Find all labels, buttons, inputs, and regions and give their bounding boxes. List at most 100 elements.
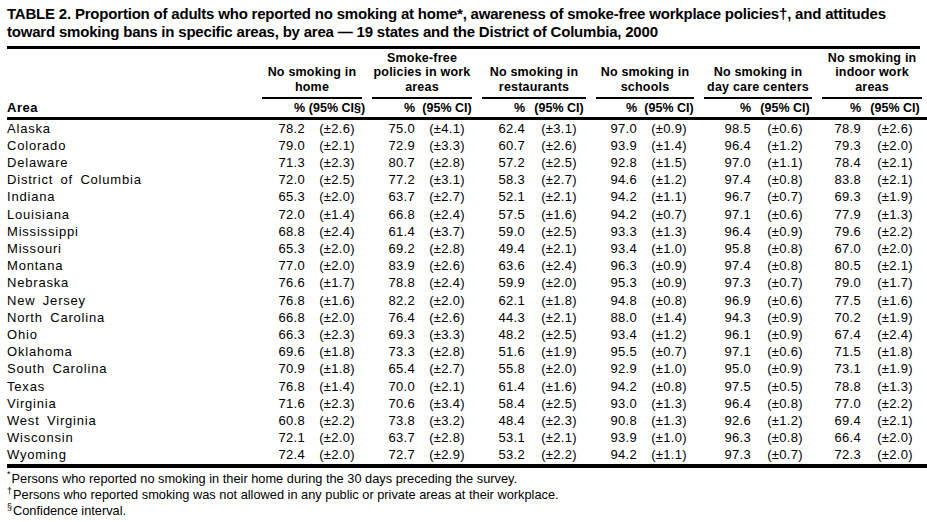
percent-cell: 72.0 <box>257 206 307 223</box>
group-header-no-smoking-schools: No smoking in schools <box>591 51 699 99</box>
ci-cell: (±2.1) <box>863 154 927 171</box>
percent-cell: 92.9 <box>591 360 639 377</box>
percent-cell: 97.4 <box>699 257 753 274</box>
ci-cell: (±0.6) <box>753 292 817 309</box>
percent-cell: 96.3 <box>591 257 639 274</box>
ci-cell: (±1.2) <box>753 137 817 154</box>
table-row: Wisconsin72.1(±2.0)63.7(±2.8)53.1(±2.1)9… <box>7 429 927 446</box>
percent-cell: 73.8 <box>367 412 417 429</box>
percent-cell: 78.9 <box>817 118 863 137</box>
table-row: Wyoming72.4(±2.0)72.7(±2.9)53.2(±2.2)94.… <box>7 446 927 465</box>
ci-cell: (±2.3) <box>307 395 367 412</box>
percent-cell: 60.7 <box>477 137 527 154</box>
ci-cell: (±0.9) <box>753 309 817 326</box>
ci-cell: (±2.3) <box>307 326 367 343</box>
ci-cell: (±2.0) <box>863 446 927 465</box>
percent-cell: 66.8 <box>257 309 307 326</box>
percent-cell: 67.0 <box>817 240 863 257</box>
footnotes: *Persons who reported no smoking in thei… <box>7 471 920 520</box>
area-cell: Ohio <box>7 326 257 343</box>
percent-cell: 80.5 <box>817 257 863 274</box>
percent-cell: 97.1 <box>699 206 753 223</box>
area-cell: Oklahoma <box>7 343 257 360</box>
percent-cell: 88.0 <box>591 309 639 326</box>
pct-header: % <box>257 99 307 118</box>
table-row: Louisiana72.0(±1.4)66.8(±2.4)57.5(±1.6)9… <box>7 206 927 223</box>
area-cell: Alaska <box>7 118 257 137</box>
area-header-spacer <box>7 51 257 99</box>
ci-cell: (±1.2) <box>753 412 817 429</box>
ci-header: (95% CI) <box>753 99 817 118</box>
percent-cell: 77.0 <box>817 395 863 412</box>
percent-cell: 97.1 <box>699 343 753 360</box>
pct-header: % <box>699 99 753 118</box>
ci-cell: (±2.7) <box>417 188 477 205</box>
table-row: Mississippi68.8(±2.4)61.4(±3.7)59.0(±2.5… <box>7 223 927 240</box>
percent-cell: 63.7 <box>367 429 417 446</box>
ci-cell: (±3.3) <box>417 137 477 154</box>
percent-cell: 97.3 <box>699 274 753 291</box>
ci-cell: (±1.4) <box>639 137 699 154</box>
ci-cell: (±3.1) <box>527 118 591 137</box>
statistics-table: No smoking in home Smoke-free policies i… <box>7 51 927 468</box>
ci-cell: (±2.0) <box>307 188 367 205</box>
percent-cell: 61.4 <box>477 378 527 395</box>
percent-cell: 78.8 <box>367 274 417 291</box>
ci-cell: (±2.6) <box>307 118 367 137</box>
percent-cell: 92.6 <box>699 412 753 429</box>
ci-cell: (±2.1) <box>863 171 927 188</box>
table-row: Virginia71.6(±2.3)70.6(±3.4)58.4(±2.5)93… <box>7 395 927 412</box>
percent-cell: 96.4 <box>699 223 753 240</box>
table-row: Missouri65.3(±2.0)69.2(±2.8)49.4(±2.1)93… <box>7 240 927 257</box>
area-cell: Delaware <box>7 154 257 171</box>
percent-cell: 93.9 <box>591 429 639 446</box>
ci-header: (95% CI) <box>863 99 927 118</box>
percent-cell: 71.5 <box>817 343 863 360</box>
ci-cell: (±0.9) <box>639 274 699 291</box>
ci-cell: (±2.4) <box>307 223 367 240</box>
ci-cell: (±2.5) <box>527 223 591 240</box>
table-row: Nebraska76.6(±1.7)78.8(±2.4)59.9(±2.0)95… <box>7 274 927 291</box>
ci-cell: (±1.9) <box>863 360 927 377</box>
percent-cell: 59.0 <box>477 223 527 240</box>
percent-cell: 95.8 <box>699 240 753 257</box>
ci-cell: (±2.0) <box>307 257 367 274</box>
percent-cell: 95.5 <box>591 343 639 360</box>
ci-cell: (±2.5) <box>527 326 591 343</box>
table-row: New Jersey76.8(±1.6)82.2(±2.0)62.1(±1.8)… <box>7 292 927 309</box>
area-cell: North Carolina <box>7 309 257 326</box>
ci-cell: (±2.5) <box>307 171 367 188</box>
ci-cell: (±1.3) <box>863 206 927 223</box>
table-title: TABLE 2. Proportion of adults who report… <box>7 5 920 42</box>
ci-cell: (±1.7) <box>307 274 367 291</box>
table-row: Alaska78.2(±2.6)75.0(±4.1)62.4(±3.1)97.0… <box>7 118 927 137</box>
footnote-ci: §Confidence interval. <box>7 503 920 519</box>
percent-cell: 72.3 <box>817 446 863 465</box>
pct-header: % <box>817 99 863 118</box>
percent-cell: 95.3 <box>591 274 639 291</box>
ci-cell: (±0.6) <box>753 118 817 137</box>
ci-cell: (±1.8) <box>863 343 927 360</box>
group-header-no-smoking-home: No smoking in home <box>257 51 367 99</box>
ci-cell: (±1.5) <box>639 154 699 171</box>
ci-cell: (±2.4) <box>417 206 477 223</box>
table-row: Texas76.8(±1.4)70.0(±2.1)61.4(±1.6)94.2(… <box>7 378 927 395</box>
area-cell: Wyoming <box>7 446 257 465</box>
percent-cell: 72.1 <box>257 429 307 446</box>
percent-cell: 71.6 <box>257 395 307 412</box>
ci-cell: (±2.8) <box>417 429 477 446</box>
percent-cell: 96.1 <box>699 326 753 343</box>
ci-cell: (±2.7) <box>417 360 477 377</box>
percent-cell: 97.4 <box>699 171 753 188</box>
ci-cell: (±2.1) <box>527 309 591 326</box>
percent-cell: 69.6 <box>257 343 307 360</box>
percent-cell: 97.0 <box>591 118 639 137</box>
area-cell: Wisconsin <box>7 429 257 446</box>
area-cell: West Virginia <box>7 412 257 429</box>
area-cell: New Jersey <box>7 292 257 309</box>
ci-cell: (±2.6) <box>527 137 591 154</box>
percent-cell: 57.5 <box>477 206 527 223</box>
area-cell: District of Columbia <box>7 171 257 188</box>
ci-cell: (±1.8) <box>527 292 591 309</box>
percent-cell: 77.2 <box>367 171 417 188</box>
